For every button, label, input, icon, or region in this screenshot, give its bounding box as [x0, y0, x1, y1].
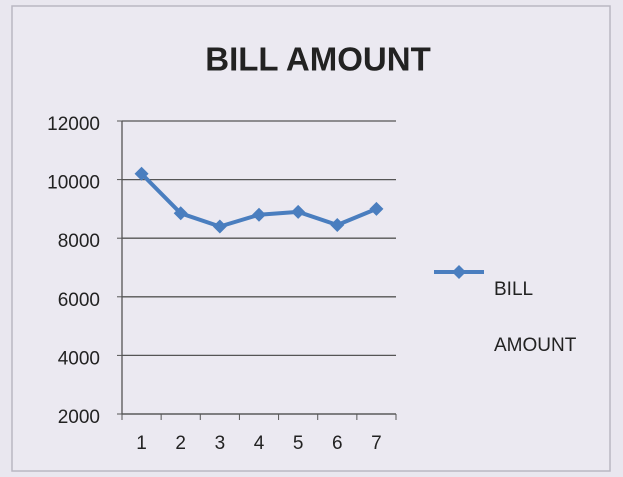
data-point — [291, 204, 306, 219]
data-point — [252, 207, 266, 222]
data-point — [134, 166, 149, 181]
y-tick-label: 4000 — [58, 348, 100, 369]
legend-marker — [452, 265, 466, 279]
x-tick-label: 5 — [293, 433, 304, 454]
y-tick-label: 10000 — [47, 173, 100, 194]
y-tick-label: 6000 — [58, 290, 100, 311]
y-tick-label: 12000 — [47, 114, 100, 135]
legend-label: BILL AMOUNT — [494, 279, 577, 356]
data-point — [212, 219, 227, 234]
chart-title: BILL AMOUNT — [205, 41, 430, 78]
x-tick-label: 3 — [215, 433, 226, 454]
y-tick-label: 8000 — [58, 231, 100, 252]
data-point — [330, 218, 345, 233]
x-tick-label: 2 — [175, 433, 186, 454]
y-tick-label: 2000 — [58, 407, 100, 428]
x-tick-label: 7 — [371, 433, 382, 454]
x-tick-label: 4 — [254, 433, 265, 454]
x-tick-label: 6 — [332, 433, 343, 454]
data-point — [369, 201, 384, 216]
x-tick-label: 1 — [136, 433, 147, 454]
data-point — [173, 206, 188, 221]
